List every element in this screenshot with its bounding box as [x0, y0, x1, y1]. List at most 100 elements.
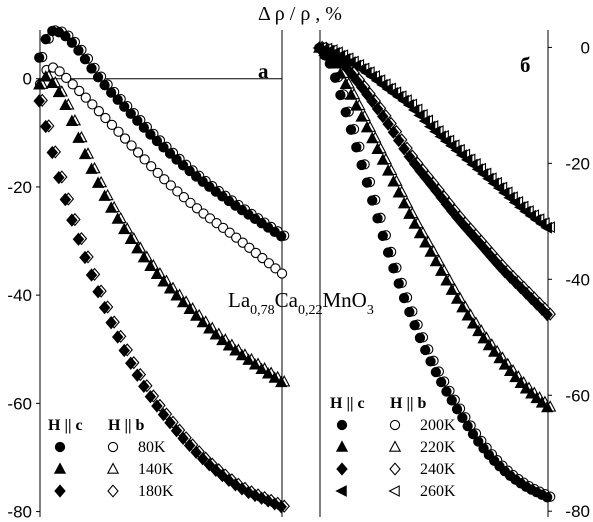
- data-point: [183, 438, 196, 453]
- data-point: [530, 391, 543, 404]
- data-point: [482, 338, 495, 351]
- data-point: [100, 112, 111, 124]
- data-point: [229, 344, 242, 356]
- data-point: [334, 67, 347, 79]
- data-point: [144, 390, 157, 404]
- data-point: [164, 416, 176, 430]
- panel-label: а: [258, 59, 269, 83]
- data-point: [482, 172, 494, 185]
- legend-marker-closed: [336, 419, 348, 431]
- data-point: [132, 115, 143, 126]
- data-point: [355, 110, 368, 122]
- data-point: [498, 186, 510, 199]
- formula-part: 0,78: [250, 303, 275, 318]
- data-point: [541, 400, 554, 413]
- data-point: [255, 362, 268, 375]
- data-point: [268, 371, 281, 383]
- data-point: [419, 170, 431, 184]
- data-point: [54, 66, 65, 77]
- data-point: [429, 125, 441, 138]
- data-point: [472, 324, 485, 337]
- data-point: [222, 339, 235, 351]
- data-point: [248, 358, 262, 370]
- data-point: [361, 177, 373, 188]
- data-point: [61, 72, 72, 84]
- legend-marker-closed: [336, 462, 348, 476]
- data-point: [471, 163, 484, 176]
- data-point: [190, 309, 203, 321]
- data-point: [397, 196, 411, 209]
- data-point: [176, 295, 190, 308]
- data-point: [91, 176, 105, 188]
- data-point: [408, 217, 421, 229]
- data-point: [146, 161, 157, 172]
- data-point: [118, 222, 131, 235]
- data-point: [119, 133, 131, 144]
- data-point: [59, 192, 72, 207]
- data-point: [388, 263, 399, 274]
- legend-marker-open: [389, 419, 401, 431]
- data-point: [73, 45, 84, 56]
- data-point: [456, 300, 469, 313]
- data-point: [436, 376, 447, 388]
- data-point: [105, 316, 117, 330]
- data-point: [514, 376, 527, 389]
- data-point: [105, 87, 117, 98]
- data-point: [184, 165, 195, 177]
- data-point: [138, 379, 150, 393]
- data-point: [145, 129, 156, 140]
- data-point: [372, 213, 383, 224]
- data-point: [144, 259, 157, 271]
- legend-marker-open: [107, 441, 119, 453]
- legend-label: 240K: [420, 461, 456, 478]
- y-tick-label: -40: [7, 286, 32, 305]
- legend-marker-closed: [335, 440, 349, 452]
- legend-marker-closed: [54, 484, 66, 498]
- data-point: [446, 204, 458, 218]
- data-point: [439, 135, 452, 148]
- data-point: [72, 232, 85, 246]
- legend-marker-open: [388, 440, 402, 452]
- data-point: [393, 133, 405, 148]
- data-point: [408, 157, 421, 171]
- formula-part: Ca: [275, 288, 299, 312]
- formula-label: La0,78Ca0,22MnO3: [228, 288, 374, 318]
- data-point: [473, 436, 484, 447]
- data-point: [80, 92, 91, 103]
- data-point: [418, 115, 430, 127]
- data-point: [151, 399, 163, 413]
- data-point: [92, 285, 104, 299]
- data-point: [377, 230, 388, 242]
- data-point: [424, 177, 437, 191]
- data-point: [275, 500, 287, 514]
- data-point: [40, 34, 51, 45]
- data-point: [498, 358, 511, 370]
- data-point: [65, 114, 79, 126]
- data-point: [106, 119, 118, 131]
- data-point: [376, 153, 389, 165]
- data-point: [85, 162, 98, 174]
- data-point: [131, 241, 144, 254]
- data-point: [414, 332, 426, 344]
- data-point: [216, 468, 229, 483]
- data-point: [60, 31, 71, 42]
- data-point: [86, 63, 97, 74]
- data-point: [350, 99, 363, 111]
- data-point: [177, 160, 189, 171]
- data-point: [92, 72, 104, 83]
- data-point: [79, 250, 91, 265]
- data-point: [190, 445, 202, 459]
- data-point: [125, 356, 137, 370]
- data-point: [423, 120, 436, 133]
- data-point: [40, 119, 52, 134]
- data-point: [87, 99, 98, 110]
- data-point: [361, 87, 373, 101]
- data-point: [397, 94, 409, 107]
- data-point: [487, 177, 499, 190]
- data-point: [508, 196, 521, 209]
- data-point: [163, 282, 177, 294]
- legend-marker-open: [389, 462, 401, 476]
- data-point: [356, 159, 367, 171]
- data-point: [402, 99, 415, 111]
- legend-label: 220K: [420, 439, 456, 456]
